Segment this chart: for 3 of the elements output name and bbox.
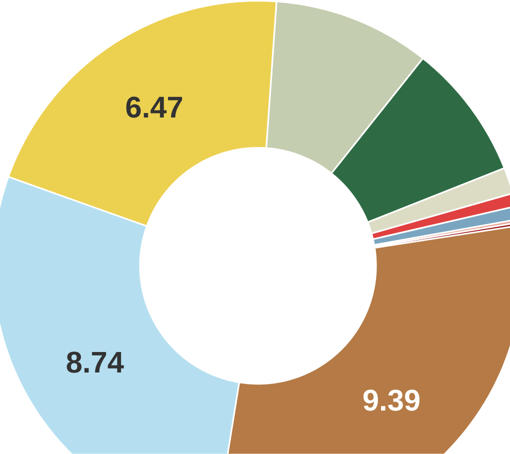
data-label: 6.47 <box>126 96 182 118</box>
data-label: 8.74 <box>66 352 124 373</box>
data-label: 9.39 <box>363 390 420 411</box>
